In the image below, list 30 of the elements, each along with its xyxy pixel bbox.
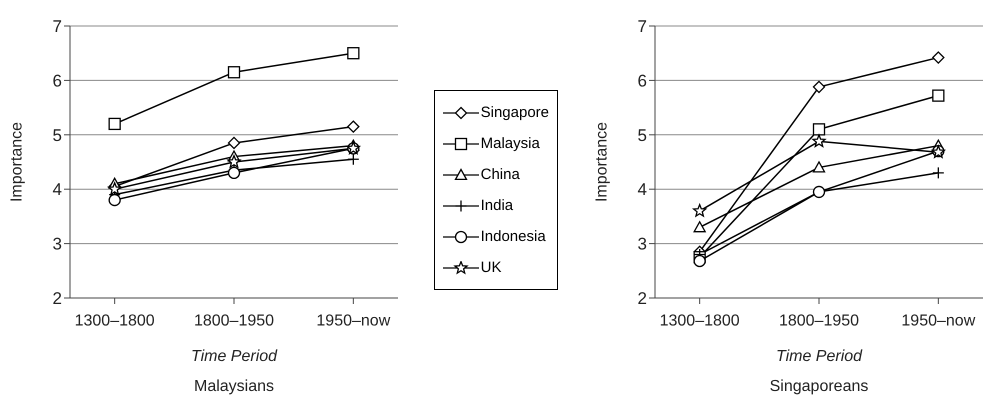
legend-label: UK xyxy=(480,259,502,276)
y-tick-label: 6 xyxy=(52,71,62,90)
legend-label: Indonesia xyxy=(480,228,546,245)
y-axis-title: Importance xyxy=(594,122,611,202)
x-tick-label: 1300–1800 xyxy=(74,312,155,330)
y-tick-label: 7 xyxy=(638,17,647,36)
legend-label: India xyxy=(480,197,514,214)
x-tick-label: 1950–now xyxy=(316,312,391,330)
x-tick-label: 1950–now xyxy=(901,312,976,330)
y-tick-label: 2 xyxy=(52,289,62,308)
y-tick-label: 6 xyxy=(638,71,647,90)
x-tick-label: 1800–1950 xyxy=(194,312,274,330)
y-tick-label: 3 xyxy=(638,234,647,254)
x-tick-label: 1800–1950 xyxy=(778,312,860,330)
text: Malaysians xyxy=(192,378,276,396)
legend-label: Singapore xyxy=(480,104,549,121)
y-tick-label: 5 xyxy=(638,126,647,145)
x-axis-title: Time Period xyxy=(774,348,864,366)
y-tick-label: 4 xyxy=(638,180,647,200)
y-tick-label: 5 xyxy=(52,126,62,145)
y-tick-label: 4 xyxy=(52,180,62,200)
x-axis-title: Time Period xyxy=(190,348,278,366)
y-tick-label: 3 xyxy=(52,234,62,254)
x-tick-label: 1300–1800 xyxy=(660,312,740,330)
y-tick-label: 7 xyxy=(52,17,62,36)
legend-label: China xyxy=(480,166,520,183)
text: Singaporeans xyxy=(768,378,870,396)
y-axis-title: Importance xyxy=(8,122,26,202)
y-tick-label: 2 xyxy=(638,289,647,308)
legend-label: Malaysia xyxy=(480,135,540,152)
